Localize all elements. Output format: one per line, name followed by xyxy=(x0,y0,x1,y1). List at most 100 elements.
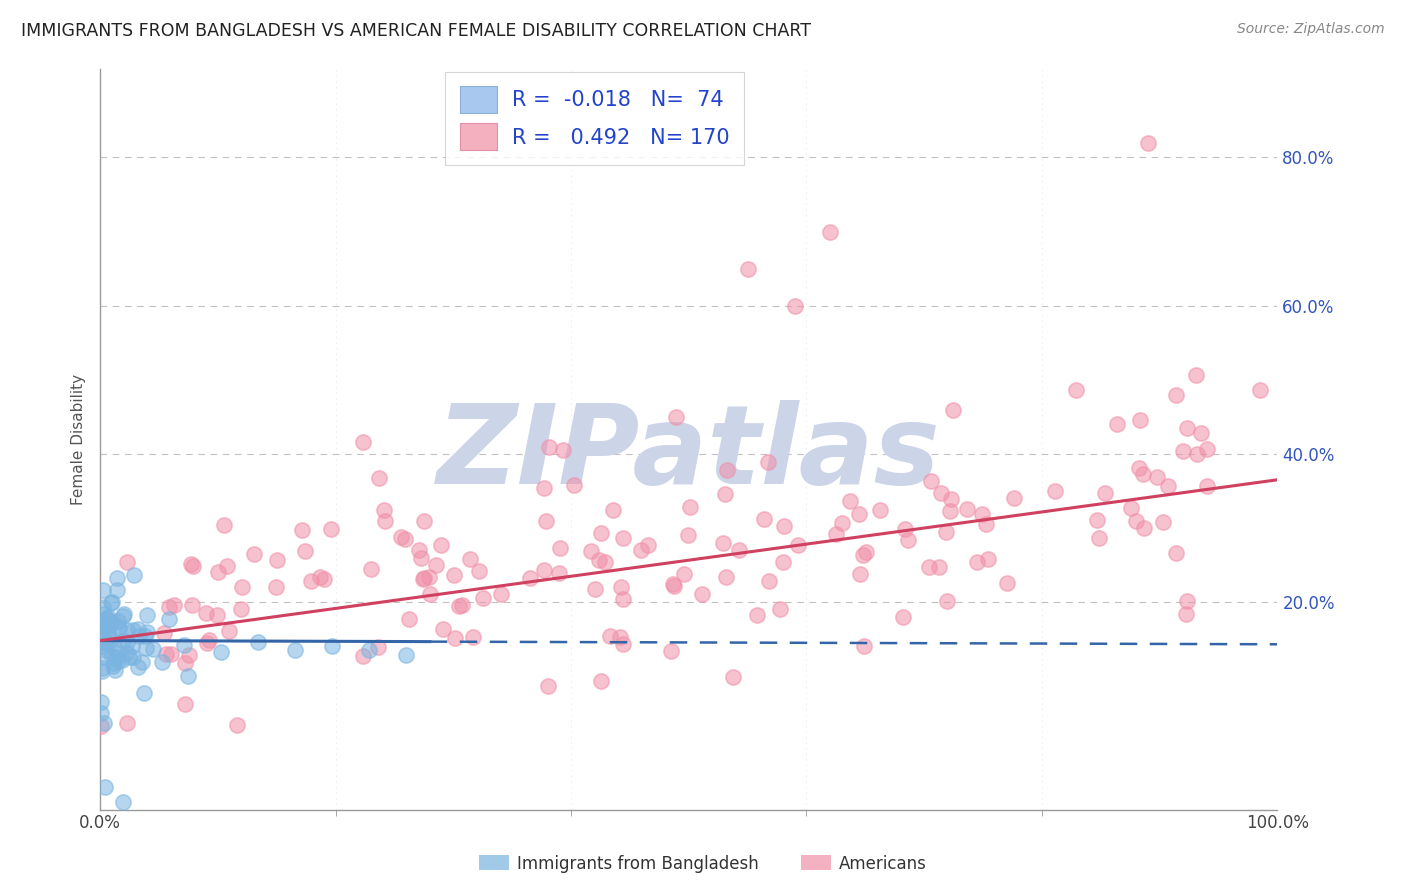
Point xyxy=(758,574,780,588)
Point xyxy=(101,595,124,609)
Point xyxy=(131,655,153,669)
Point xyxy=(612,591,634,606)
Point xyxy=(848,566,870,581)
Point xyxy=(96,630,118,644)
Point xyxy=(853,639,876,653)
Point xyxy=(1157,479,1180,493)
Point xyxy=(98,614,121,628)
Point xyxy=(284,643,307,657)
Point xyxy=(920,474,942,488)
Point xyxy=(93,599,115,614)
Point xyxy=(768,601,790,615)
Point xyxy=(319,523,342,537)
Point xyxy=(1175,594,1198,608)
Point xyxy=(103,664,125,678)
Point xyxy=(198,633,221,648)
Point xyxy=(1164,546,1187,560)
Point xyxy=(716,570,738,584)
Point xyxy=(579,543,602,558)
Point xyxy=(128,629,150,643)
Point xyxy=(723,670,745,684)
Point xyxy=(163,598,186,612)
Point xyxy=(367,640,389,654)
Point xyxy=(1164,388,1187,402)
Point xyxy=(135,624,157,639)
Point xyxy=(534,515,557,529)
Text: IMMIGRANTS FROM BANGLADESH VS AMERICAN FEMALE DISABILITY CORRELATION CHART: IMMIGRANTS FROM BANGLADESH VS AMERICAN F… xyxy=(21,22,811,40)
Legend: Immigrants from Bangladesh, Americans: Immigrants from Bangladesh, Americans xyxy=(472,848,934,880)
Point xyxy=(519,572,541,586)
Point xyxy=(266,553,288,567)
Text: ZIPatlas: ZIPatlas xyxy=(437,401,941,508)
Point xyxy=(150,655,173,669)
Point xyxy=(231,580,253,594)
Point xyxy=(752,511,775,525)
Point xyxy=(374,514,396,528)
Point xyxy=(104,641,127,656)
Point xyxy=(218,624,240,638)
Point xyxy=(212,517,235,532)
Point xyxy=(174,697,197,711)
Point xyxy=(553,443,575,458)
Point xyxy=(591,674,613,689)
Point xyxy=(977,552,1000,566)
Point xyxy=(264,580,287,594)
Point xyxy=(458,552,481,566)
Point xyxy=(93,607,115,622)
Point xyxy=(855,544,877,558)
Point xyxy=(538,440,561,454)
Point xyxy=(132,685,155,699)
Point xyxy=(548,541,571,556)
Point xyxy=(93,716,115,731)
Point xyxy=(972,508,994,522)
Point xyxy=(93,780,115,795)
Point xyxy=(425,558,447,573)
Point xyxy=(103,656,125,670)
Point xyxy=(107,614,129,628)
Point xyxy=(91,623,114,637)
Point xyxy=(91,583,114,598)
Point xyxy=(583,582,606,596)
Point xyxy=(461,630,484,644)
Point xyxy=(690,586,713,600)
Point xyxy=(489,587,512,601)
Point xyxy=(728,543,751,558)
Point xyxy=(593,555,616,569)
Point xyxy=(966,555,988,569)
Point xyxy=(100,648,122,663)
Point xyxy=(395,648,418,662)
Point xyxy=(852,549,875,563)
Point xyxy=(662,579,685,593)
Point xyxy=(659,644,682,658)
Point xyxy=(1185,368,1208,382)
Point xyxy=(90,634,112,648)
Point xyxy=(956,502,979,516)
Point xyxy=(135,641,157,656)
Point xyxy=(294,544,316,558)
Point xyxy=(122,650,145,665)
Point xyxy=(894,522,917,536)
Point xyxy=(107,646,129,660)
Point xyxy=(745,608,768,623)
Point xyxy=(173,656,195,670)
Point xyxy=(612,637,634,651)
Point xyxy=(108,621,131,635)
Point xyxy=(1094,485,1116,500)
Point xyxy=(1119,500,1142,515)
Point xyxy=(226,718,249,732)
Point xyxy=(207,607,229,622)
Point xyxy=(111,633,134,648)
Point xyxy=(537,680,560,694)
Point xyxy=(1132,467,1154,481)
Point xyxy=(217,559,239,574)
Point xyxy=(756,455,779,469)
Point xyxy=(831,516,853,530)
Point xyxy=(737,261,759,276)
Point xyxy=(1146,470,1168,484)
Point xyxy=(90,614,112,628)
Point xyxy=(974,516,997,531)
Point xyxy=(928,560,950,574)
Point xyxy=(157,612,180,626)
Point xyxy=(1129,413,1152,427)
Point xyxy=(394,532,416,546)
